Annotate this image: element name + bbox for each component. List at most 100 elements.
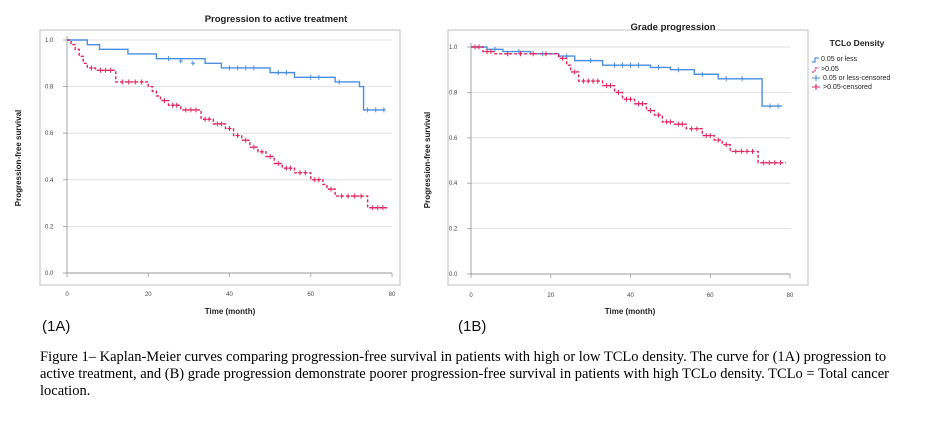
- censor-mark: [767, 160, 772, 166]
- censor-mark: [604, 83, 609, 89]
- censor-mark: [126, 79, 131, 85]
- censor-mark: [190, 60, 195, 66]
- legend-swatch-solid-icon: [812, 57, 819, 63]
- y-tick-label: 0.4: [45, 178, 54, 184]
- censor-mark: [166, 56, 171, 62]
- censor-mark: [337, 79, 342, 85]
- censor-mark: [316, 177, 321, 183]
- censor-mark: [648, 108, 653, 114]
- censor-mark: [380, 205, 385, 211]
- censor-mark: [676, 67, 681, 73]
- censor-mark: [776, 103, 781, 109]
- censor-mark: [724, 76, 729, 82]
- censor-mark: [103, 67, 108, 73]
- censor-mark: [612, 62, 617, 68]
- censor-mark: [778, 160, 783, 166]
- y-tick-label: 1.0: [45, 38, 54, 44]
- series-line-high-density: [67, 39, 388, 209]
- censor-mark: [284, 165, 289, 171]
- y-tick-label: 0.0: [449, 272, 458, 278]
- censor-mark: [700, 71, 705, 77]
- plot-frame-1a: [39, 29, 401, 286]
- legend-label-low-censored: 0.05 or less-censored: [823, 75, 890, 82]
- y-tick-label: 0.4: [449, 181, 458, 187]
- panel-label-1a: (1A): [42, 318, 70, 335]
- censor-mark: [243, 65, 248, 71]
- censor-mark: [219, 121, 224, 127]
- censor-mark: [484, 49, 489, 55]
- x-tick-label: 0: [65, 292, 69, 298]
- y-tick-label: 0.2: [449, 227, 458, 233]
- censor-mark: [620, 62, 625, 68]
- censor-mark: [668, 119, 673, 125]
- censor-mark: [476, 44, 481, 50]
- censor-mark: [235, 65, 240, 71]
- censor-mark: [207, 116, 212, 122]
- censor-mark: [312, 177, 317, 183]
- censor-mark: [588, 58, 593, 64]
- censor-mark: [373, 107, 378, 113]
- x-tick-label: 80: [787, 293, 794, 299]
- censor-mark: [750, 148, 755, 154]
- censor-mark: [89, 65, 94, 71]
- censor-mark: [297, 170, 302, 176]
- legend-item-low-censored: 0.05 or less-censored: [812, 75, 890, 82]
- censor-mark: [339, 193, 344, 199]
- censor-mark: [716, 137, 721, 143]
- censor-mark: [188, 107, 193, 113]
- kaplan-meier-figure: Progression to active treatment Time (mo…: [14, 14, 890, 335]
- censor-mark: [628, 62, 633, 68]
- series-line-low-density: [67, 39, 384, 111]
- chart-title-1b: Grade progression: [631, 22, 716, 33]
- censor-mark: [162, 98, 167, 104]
- censor-mark: [572, 69, 577, 75]
- censor-mark: [268, 154, 273, 159]
- censor-mark: [375, 205, 380, 211]
- censor-mark: [243, 137, 248, 143]
- x-axis-label-1b: Time (month): [605, 307, 656, 316]
- censor-mark: [488, 49, 493, 55]
- plot-area-1a: 0.0 0.2 0.4 0.6 0.8 1.0 0 20 40 60 80: [45, 36, 396, 298]
- x-tick-label: 60: [707, 293, 714, 299]
- censor-mark: [215, 121, 220, 127]
- censor-mark: [586, 78, 591, 84]
- censor-mark: [352, 193, 357, 199]
- y-tick-label: 0.2: [45, 224, 54, 230]
- censor-mark: [251, 65, 256, 71]
- plot-area-1b: 0.0 0.2 0.4 0.6 0.8 1.0 0 20 40 60 80: [449, 43, 794, 299]
- censor-mark: [608, 83, 613, 89]
- censor-mark: [739, 148, 744, 154]
- censor-mark: [183, 107, 188, 113]
- censor-mark: [492, 46, 497, 52]
- censor-mark: [761, 160, 766, 166]
- chart-title-1a: Progression to active treatment: [205, 14, 348, 25]
- x-tick-label: 20: [145, 292, 152, 298]
- censor-mark: [178, 58, 183, 64]
- legend-censor-low-icon: [812, 75, 820, 81]
- censor-mark: [531, 51, 536, 57]
- censor-mark: [346, 193, 351, 199]
- x-tick-label: 60: [307, 292, 314, 298]
- censor-mark: [288, 165, 293, 171]
- censor-mark: [624, 96, 629, 102]
- plot-frame-1b: [447, 29, 809, 286]
- legend-label-high-censored: >0.05-censored: [823, 84, 872, 91]
- censor-mark: [740, 76, 745, 82]
- censor-mark: [370, 205, 375, 211]
- censor-mark: [303, 170, 308, 176]
- censor-mark: [329, 186, 334, 192]
- censor-mark: [139, 79, 144, 85]
- censor-mark: [595, 78, 600, 84]
- censor-mark: [581, 78, 586, 84]
- censor-mark: [689, 126, 694, 132]
- y-axis-label-1a: Progression-free survival: [14, 110, 23, 206]
- censor-mark: [704, 133, 709, 139]
- censor-mark: [694, 126, 699, 132]
- x-axis-label-1a: Time (month): [205, 307, 256, 316]
- legend-censor-high-icon: [812, 84, 820, 90]
- censor-mark: [676, 121, 681, 127]
- censor-mark: [664, 119, 669, 125]
- legend-label-low: 0.05 or less: [821, 56, 858, 63]
- censor-mark: [772, 160, 777, 166]
- censor-mark: [120, 79, 125, 85]
